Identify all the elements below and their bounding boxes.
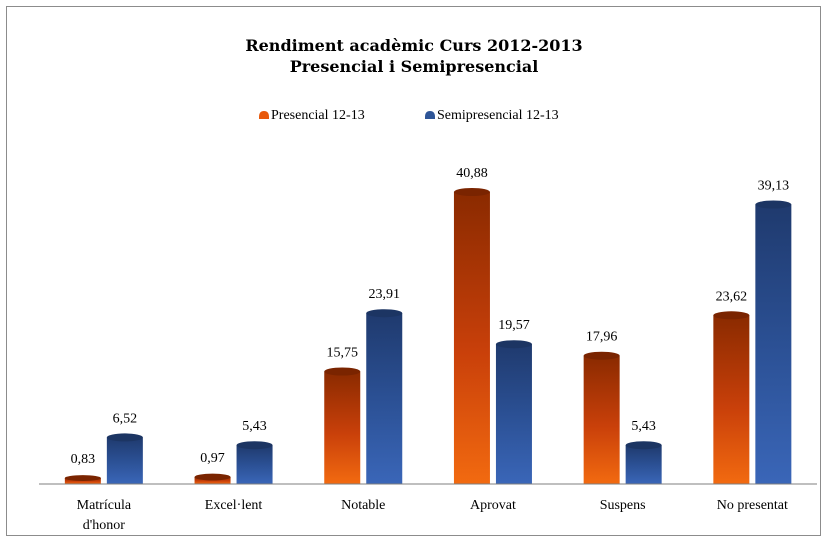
value-labels-group: 0,83 6,52 0,97 5,43 15,75 23,91 40,88 19,57 17,9… xyxy=(71,166,790,467)
bar-semipresencial-6 xyxy=(755,204,792,484)
category-label-2: Excel·lent xyxy=(205,498,263,513)
bar-cap-presencial-6 xyxy=(713,311,750,320)
bar-cap-semipresencial-6 xyxy=(755,200,792,209)
bar-presencial-5 xyxy=(583,355,620,484)
value-label-presencial-1: 0,83 xyxy=(71,452,96,467)
value-label-semipresencial-3: 23,91 xyxy=(369,287,401,302)
legend-label-semipresencial: Semipresencial 12-13 xyxy=(437,108,559,123)
bar-cap-semipresencial-2 xyxy=(236,441,273,450)
bar-cap-presencial-4 xyxy=(453,188,490,196)
legend: Presencial 12-13 Semipresencial 12-13 xyxy=(259,108,559,123)
value-label-semipresencial-4: 19,57 xyxy=(498,318,530,333)
bars-group xyxy=(64,188,792,484)
category-label-3: Notable xyxy=(341,498,385,513)
value-label-semipresencial-6: 39,13 xyxy=(758,179,790,194)
chart-area: Rendiment acadèmic Curs 2012-2013 Presen… xyxy=(6,6,821,536)
value-label-presencial-5: 17,96 xyxy=(586,330,618,345)
bar-cap-semipresencial-3 xyxy=(366,309,403,318)
bar-cap-presencial-5 xyxy=(583,351,620,360)
category-labels-group: Matrícula d'honor Excel·lent Notable Aprovat… xyxy=(77,498,788,533)
value-label-semipresencial-2: 5,43 xyxy=(242,419,267,434)
bar-cap-semipresencial-5 xyxy=(625,441,662,450)
value-label-presencial-2: 0,97 xyxy=(200,451,225,466)
bar-semipresencial-2 xyxy=(236,445,273,484)
bar-semipresencial-5 xyxy=(625,445,662,484)
category-label-6: No presentat xyxy=(717,498,788,513)
value-label-semipresencial-5: 5,43 xyxy=(631,419,656,434)
category-label-1: Matrícula d'honor xyxy=(77,498,132,533)
value-label-presencial-3: 15,75 xyxy=(327,346,359,361)
bar-semipresencial-4 xyxy=(495,344,532,484)
bar-cap-presencial-3 xyxy=(324,367,361,376)
legend-label-presencial: Presencial 12-13 xyxy=(271,108,365,123)
bar-cap-presencial-2 xyxy=(194,473,231,481)
category-label-5: Suspens xyxy=(600,498,646,513)
bar-semipresencial-3 xyxy=(366,313,403,484)
chart-title: Rendiment acadèmic Curs 2012-2013 xyxy=(245,36,582,55)
bar-cap-presencial-1 xyxy=(64,475,101,482)
chart-subtitle: Presencial i Semipresencial xyxy=(290,57,539,76)
category-label-4: Aprovat xyxy=(470,498,516,513)
bar-presencial-6 xyxy=(713,315,750,484)
value-label-presencial-6: 23,62 xyxy=(716,289,748,304)
value-label-presencial-4: 40,88 xyxy=(456,166,488,181)
bar-semipresencial-1 xyxy=(106,437,143,484)
bar-presencial-3 xyxy=(324,371,361,484)
legend-marker-semipresencial xyxy=(425,111,435,119)
bar-chart: Rendiment acadèmic Curs 2012-2013 Presen… xyxy=(39,36,817,533)
legend-marker-presencial xyxy=(259,111,269,119)
bar-cap-semipresencial-4 xyxy=(495,340,532,349)
bar-presencial-4 xyxy=(453,192,490,484)
value-label-semipresencial-1: 6,52 xyxy=(113,411,138,426)
bar-cap-semipresencial-1 xyxy=(106,433,143,442)
